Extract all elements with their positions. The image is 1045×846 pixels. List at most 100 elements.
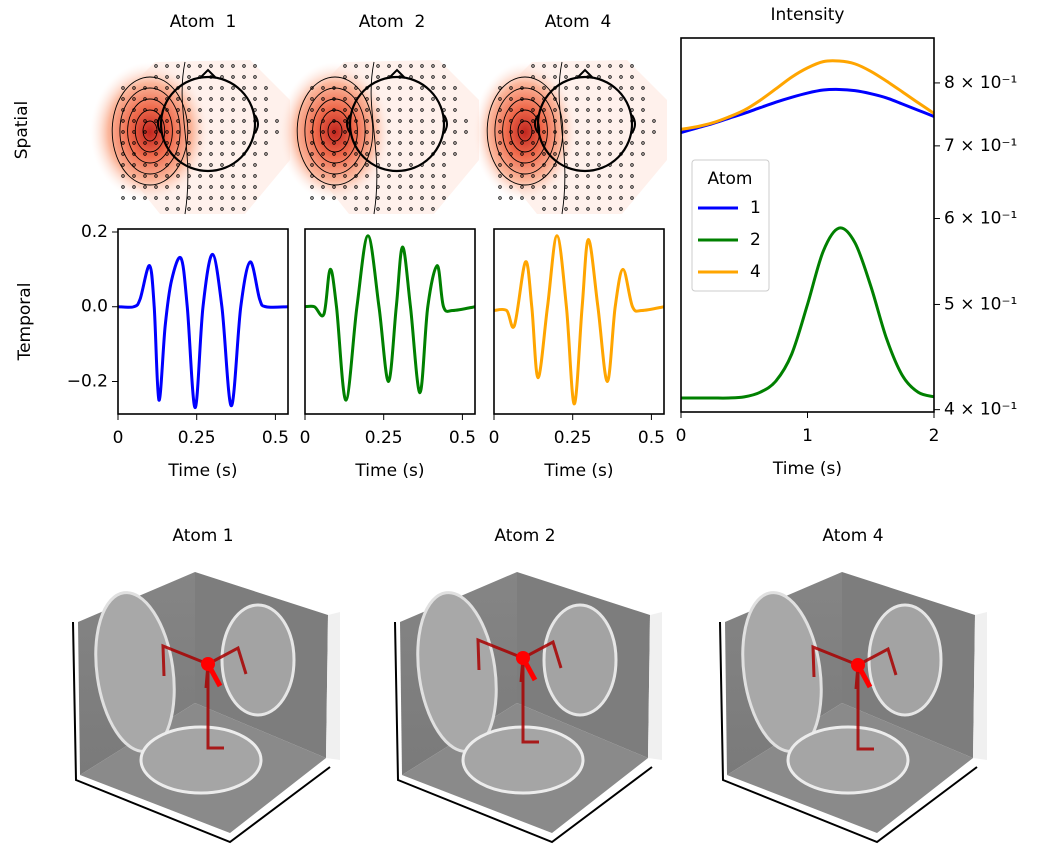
contour bbox=[296, 76, 374, 186]
sensor bbox=[143, 141, 147, 145]
sensor bbox=[176, 119, 180, 123]
sensor bbox=[630, 152, 634, 156]
sensor bbox=[121, 108, 125, 112]
sensor bbox=[165, 163, 169, 167]
sensor bbox=[365, 196, 369, 200]
slice bbox=[786, 725, 910, 795]
sensor bbox=[310, 174, 314, 178]
sensor bbox=[209, 97, 213, 101]
sensor bbox=[608, 64, 612, 68]
sensor bbox=[597, 130, 601, 134]
sensor bbox=[398, 185, 402, 189]
sensor bbox=[431, 152, 435, 156]
sensor bbox=[652, 119, 656, 123]
sensor bbox=[209, 108, 213, 112]
sensor bbox=[321, 196, 325, 200]
sensor bbox=[553, 141, 557, 145]
sensor bbox=[520, 163, 524, 167]
y-tick-label: 0.0 bbox=[81, 297, 108, 317]
x-tick-label: 0.25 bbox=[178, 428, 216, 448]
sensor bbox=[575, 163, 579, 167]
sensor bbox=[209, 86, 213, 90]
sensor bbox=[420, 97, 424, 101]
sensor bbox=[165, 185, 169, 189]
sensor bbox=[431, 185, 435, 189]
sensor bbox=[630, 86, 634, 90]
sensor bbox=[154, 185, 158, 189]
legend-label: 2 bbox=[750, 230, 761, 250]
sensor bbox=[453, 86, 457, 90]
sensor bbox=[453, 97, 457, 101]
sensor bbox=[641, 86, 645, 90]
sensor bbox=[198, 64, 202, 68]
sensor bbox=[231, 108, 235, 112]
sensor bbox=[575, 108, 579, 112]
frame bbox=[648, 612, 662, 760]
contour bbox=[502, 98, 548, 164]
topomap-blob bbox=[473, 62, 577, 202]
sensor bbox=[264, 152, 268, 156]
sensor bbox=[121, 163, 125, 167]
sensor bbox=[564, 97, 568, 101]
head bbox=[536, 75, 634, 173]
sensor bbox=[575, 152, 579, 156]
sensor bbox=[376, 86, 380, 90]
sensor bbox=[597, 152, 601, 156]
sensor bbox=[310, 86, 314, 90]
sensor bbox=[165, 174, 169, 178]
sensor bbox=[542, 64, 546, 68]
nose bbox=[199, 68, 217, 79]
sensor bbox=[209, 207, 213, 211]
sensor bbox=[520, 185, 524, 189]
sensor bbox=[121, 97, 125, 101]
sensor bbox=[498, 97, 502, 101]
sensor bbox=[509, 174, 513, 178]
sensor bbox=[354, 130, 358, 134]
sensor bbox=[387, 207, 391, 211]
sensor bbox=[597, 75, 601, 79]
sensor bbox=[187, 196, 191, 200]
x-tick-label: 0.5 bbox=[638, 428, 665, 448]
dipole-proj bbox=[476, 637, 563, 744]
sensor bbox=[564, 152, 568, 156]
sensor bbox=[154, 163, 158, 167]
sensor bbox=[575, 75, 579, 79]
sensor bbox=[343, 130, 347, 134]
sensor bbox=[253, 86, 257, 90]
sensor bbox=[630, 119, 634, 123]
sensor bbox=[564, 64, 568, 68]
sensor bbox=[231, 207, 235, 211]
sensor bbox=[231, 86, 235, 90]
sensor bbox=[209, 152, 213, 156]
brain-title: Atom 2 bbox=[494, 526, 555, 546]
sensor bbox=[586, 185, 590, 189]
series-line bbox=[304, 234, 476, 402]
sensor bbox=[154, 196, 158, 200]
sensor bbox=[619, 64, 623, 68]
sensor bbox=[253, 64, 257, 68]
nose bbox=[576, 68, 594, 79]
sensor bbox=[242, 185, 246, 189]
sensor bbox=[231, 152, 235, 156]
sensor bbox=[231, 130, 235, 134]
sensor bbox=[509, 130, 513, 134]
sensor bbox=[253, 130, 257, 134]
sensor bbox=[209, 130, 213, 134]
sensor bbox=[575, 64, 579, 68]
sensor bbox=[121, 152, 125, 156]
sensor bbox=[310, 119, 314, 123]
sensor bbox=[453, 152, 457, 156]
sensor bbox=[121, 86, 125, 90]
frame bbox=[326, 612, 340, 760]
sensor bbox=[176, 163, 180, 167]
sensor bbox=[132, 108, 136, 112]
sensor bbox=[431, 86, 435, 90]
sensor bbox=[387, 130, 391, 134]
ear bbox=[534, 114, 539, 134]
sensor bbox=[242, 174, 246, 178]
sensor bbox=[198, 207, 202, 211]
sensor bbox=[365, 64, 369, 68]
sensor bbox=[365, 75, 369, 79]
sensor bbox=[608, 207, 612, 211]
sensor bbox=[586, 196, 590, 200]
